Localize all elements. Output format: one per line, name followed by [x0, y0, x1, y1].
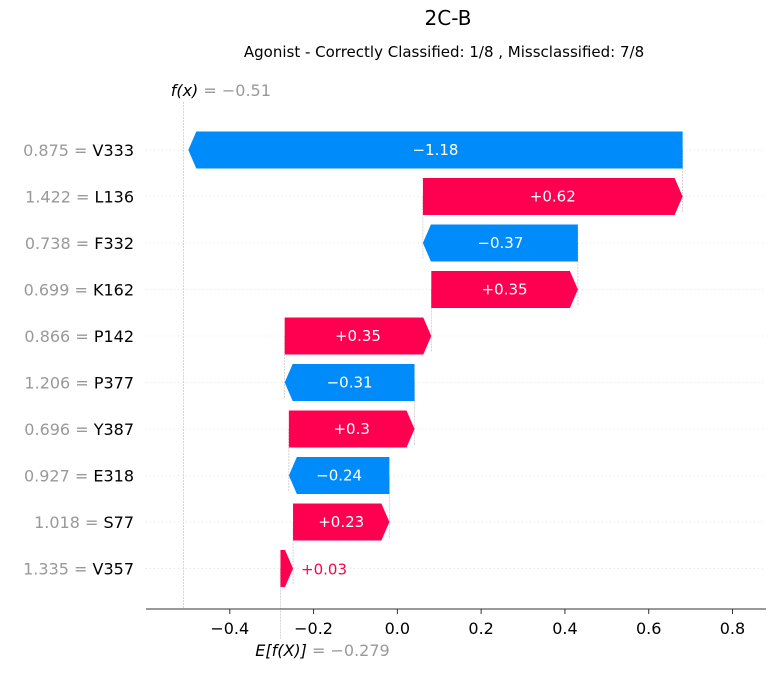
bar-value-label: +0.03 — [301, 561, 347, 579]
feature-label-v333: 0.875 = V333 — [23, 141, 134, 160]
feature-label-s77: 1.018 = S77 — [34, 513, 134, 532]
bar-y387 — [288, 410, 415, 448]
ex-annotation: E[f(X)] = −0.279 — [255, 641, 389, 660]
feature-label-k162: 0.699 = K162 — [24, 281, 134, 300]
x-axis: −0.4 −0.2 0.0 0.2 0.4 0.6 0.8 — [146, 608, 766, 638]
bar-value-label: +0.23 — [318, 513, 364, 531]
bar-l136 — [422, 178, 683, 215]
x-tick-label: −0.4 — [210, 619, 249, 638]
feature-label-p142: 0.866 = P142 — [24, 327, 134, 346]
bar-v357 — [280, 550, 294, 587]
fx-annotation: f(x) = −0.51 — [171, 81, 271, 100]
feature-label-y387: 0.696 = Y387 — [24, 420, 134, 439]
feature-label-l136: 1.422 = L136 — [25, 188, 134, 207]
x-tick-label: 0.2 — [468, 619, 493, 638]
bar-value-label: +0.62 — [530, 188, 576, 206]
bar-p142 — [284, 317, 432, 355]
bar-s77 — [293, 503, 390, 541]
feature-label-p377: 1.206 = P377 — [24, 374, 134, 393]
x-tick-label: 0.0 — [385, 619, 410, 638]
feature-labels: 0.875 = V333 1.422 = L136 0.738 = F332 0.69… — [23, 141, 134, 579]
bar-value-label: −0.37 — [477, 234, 523, 252]
bar-value-label: −1.18 — [412, 141, 458, 159]
bar-p377 — [284, 364, 415, 401]
bar-value-label: +0.35 — [335, 327, 381, 345]
x-tick-label: 0.4 — [552, 619, 577, 638]
x-tick-label: 0.6 — [636, 619, 661, 638]
x-tick-label: −0.2 — [294, 619, 333, 638]
bar-v333 — [188, 131, 683, 169]
feature-label-v357: 1.335 = V357 — [23, 560, 134, 579]
bar-value-label: −0.24 — [316, 467, 362, 485]
feature-label-e318: 0.927 = E318 — [24, 467, 134, 486]
feature-label-f332: 0.738 = F332 — [25, 234, 134, 253]
bars: −1.18 +0.62 −0.37 +0.35 +0.35 −0.31 +0.3 −0.24 +… — [188, 131, 683, 587]
expected-value-annotations: f(x) = −0.51 E[f(X)] = −0.279 — [171, 81, 390, 660]
bar-k162 — [431, 271, 578, 308]
chart-subtitle: Agonist - Correctly Classified: 1/8 , Mi… — [244, 43, 644, 61]
chart-title: 2C-B — [425, 6, 472, 30]
bar-value-label: +0.3 — [333, 420, 369, 438]
bar-f332 — [422, 224, 578, 262]
bar-value-label: −0.31 — [327, 374, 373, 392]
x-tick-label: 0.8 — [720, 619, 745, 638]
bar-value-label: +0.35 — [482, 281, 528, 299]
bar-e318 — [288, 457, 390, 494]
